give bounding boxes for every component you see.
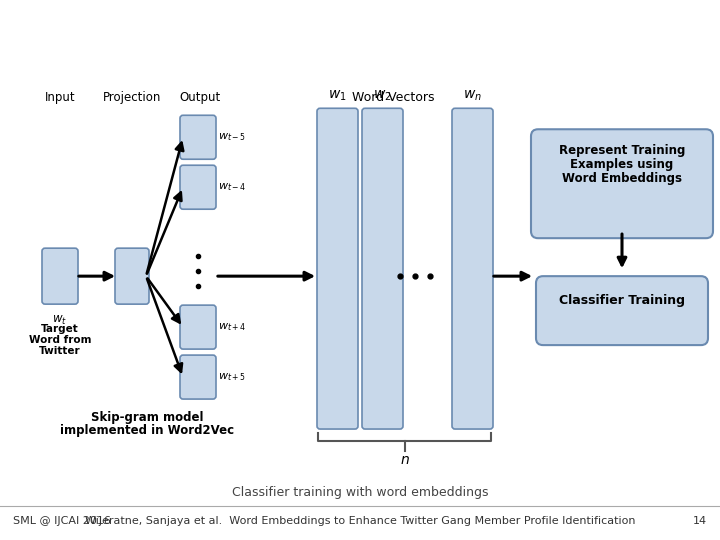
Text: $w_2$: $w_2$ bbox=[373, 89, 392, 103]
Text: implemented in Word2Vec: implemented in Word2Vec bbox=[60, 424, 234, 437]
FancyBboxPatch shape bbox=[180, 305, 216, 349]
Text: $w_1$: $w_1$ bbox=[328, 89, 347, 103]
Text: Wijeratne, Sanjaya et al.  Word Embeddings to Enhance Twitter Gang Member Profil: Wijeratne, Sanjaya et al. Word Embedding… bbox=[85, 516, 635, 526]
Text: $w_{t-5}$: $w_{t-5}$ bbox=[218, 131, 246, 143]
FancyBboxPatch shape bbox=[180, 165, 216, 209]
Text: $w_{t-4}$: $w_{t-4}$ bbox=[218, 181, 246, 193]
Text: Input: Input bbox=[45, 91, 76, 104]
Text: Classification Approach Cont.: Classification Approach Cont. bbox=[16, 22, 616, 56]
Text: $w_n$: $w_n$ bbox=[463, 89, 482, 103]
Text: $w_t$: $w_t$ bbox=[53, 314, 68, 327]
FancyBboxPatch shape bbox=[180, 115, 216, 159]
Text: SML @ IJCAI 2016: SML @ IJCAI 2016 bbox=[13, 516, 111, 526]
Text: Word Embeddings: Word Embeddings bbox=[562, 172, 682, 185]
Text: Classifier Training: Classifier Training bbox=[559, 294, 685, 307]
Text: Examples using: Examples using bbox=[570, 158, 674, 171]
FancyBboxPatch shape bbox=[115, 248, 149, 304]
Text: Output: Output bbox=[179, 91, 220, 104]
FancyBboxPatch shape bbox=[42, 248, 78, 304]
FancyBboxPatch shape bbox=[536, 276, 708, 345]
Text: $w_{t+4}$: $w_{t+4}$ bbox=[218, 321, 246, 333]
Text: Projection: Projection bbox=[103, 91, 161, 104]
Text: $n$: $n$ bbox=[400, 453, 410, 467]
FancyBboxPatch shape bbox=[180, 355, 216, 399]
FancyBboxPatch shape bbox=[531, 129, 713, 238]
Text: Classifier training with word embeddings: Classifier training with word embeddings bbox=[232, 487, 488, 500]
Text: Word from: Word from bbox=[29, 335, 91, 345]
FancyBboxPatch shape bbox=[362, 109, 403, 429]
Text: Twitter: Twitter bbox=[39, 346, 81, 356]
FancyBboxPatch shape bbox=[452, 109, 493, 429]
Text: Word Vectors: Word Vectors bbox=[352, 91, 434, 104]
Text: 14: 14 bbox=[693, 516, 707, 526]
Text: Represent Training: Represent Training bbox=[559, 144, 685, 157]
Text: Target: Target bbox=[41, 324, 79, 334]
FancyBboxPatch shape bbox=[317, 109, 358, 429]
Text: $w_{t+5}$: $w_{t+5}$ bbox=[218, 371, 246, 383]
Text: Skip-gram model: Skip-gram model bbox=[91, 411, 203, 424]
